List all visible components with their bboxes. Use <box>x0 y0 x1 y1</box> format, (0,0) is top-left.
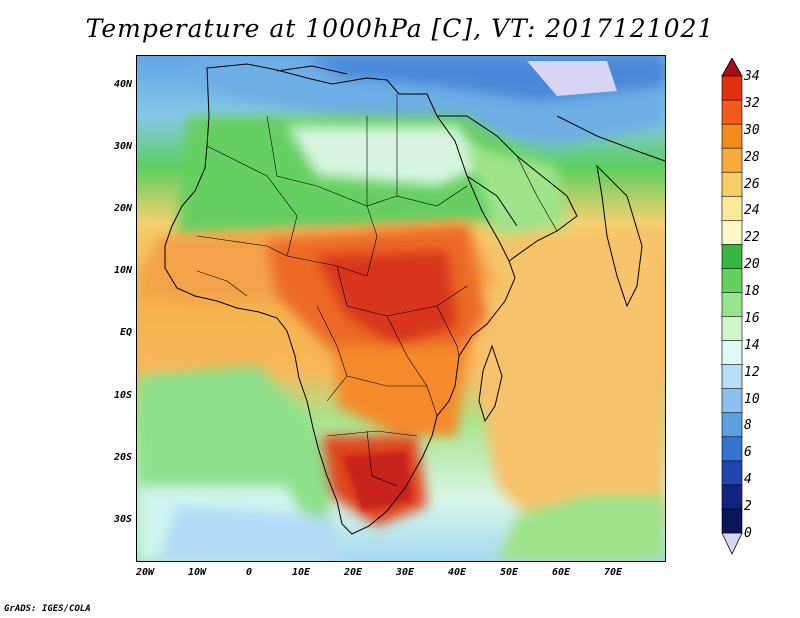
colorbar-level-label: 30 <box>744 122 760 138</box>
map-field <box>137 56 665 561</box>
lon-label-30e: 30E <box>395 567 415 578</box>
lat-label-30n: 30N <box>113 141 132 152</box>
colorbar-swatch <box>721 364 743 390</box>
colorbar-swatch <box>721 340 743 366</box>
colorbar-swatch <box>721 75 743 101</box>
south-atlantic-cold <box>157 506 347 561</box>
colorbar-swatch <box>721 436 743 462</box>
colorbar-level-label: 20 <box>744 257 760 273</box>
colorbar-level-label: 22 <box>744 230 760 246</box>
lat-label-20s: 20S <box>113 452 132 463</box>
arabia-coast <box>437 115 578 262</box>
colorbar-level-label: 18 <box>744 284 760 300</box>
colorbar-swatch <box>721 484 743 510</box>
temperature-map <box>136 55 666 562</box>
colorbar-level-label: 28 <box>744 149 760 165</box>
map-title: Temperature at 1000hPa [C], VT: 20171210… <box>85 14 715 43</box>
colorbar-level-label: 14 <box>744 337 760 353</box>
colorbar-swatch <box>721 244 743 270</box>
country-borders <box>196 94 558 487</box>
colorbar-level-label: 8 <box>744 418 752 434</box>
colorbar-swatch <box>721 292 743 318</box>
lat-label-40n: 40N <box>113 79 132 90</box>
colorbar-swatch <box>721 171 743 198</box>
colorbar-swatch <box>721 147 743 174</box>
kalahari-hot-field <box>342 451 412 511</box>
colorbar-bottom-arrow <box>721 532 743 555</box>
persia-coast <box>556 115 665 162</box>
indian-ocean-field <box>467 226 665 526</box>
coastlines <box>164 63 665 535</box>
lon-label-0: 0 <box>245 567 253 578</box>
colorbar-level-label: 0 <box>744 526 752 541</box>
colorbar-swatch <box>721 268 743 294</box>
southern-ocean-field <box>497 496 665 561</box>
madagascar-coast <box>478 344 503 423</box>
colorbar-swatch <box>721 316 743 342</box>
credit-text: GrADS: IGES/COLA <box>4 604 91 614</box>
lon-label-50e: 50E <box>499 567 519 578</box>
lon-label-10w: 10W <box>187 567 207 578</box>
central-africa-hot-field <box>317 251 457 346</box>
colorbar-level-label: 34 <box>744 69 760 84</box>
europe-coast <box>276 65 348 75</box>
colorbar-level-label: 4 <box>744 472 752 488</box>
colorbar-swatch <box>721 388 743 414</box>
lon-label-10e: 10E <box>291 567 311 578</box>
colorbar-swatch <box>721 195 743 222</box>
arabia-field <box>467 146 567 236</box>
red-sea-coast <box>466 175 518 227</box>
colorbar-swatch <box>721 508 743 534</box>
colorbar-swatch <box>721 460 743 486</box>
lat-label-10n: 10N <box>113 265 132 276</box>
india-coast <box>596 164 643 308</box>
colorbar-level-label: 16 <box>744 310 760 326</box>
lat-label-20n: 20N <box>113 203 132 214</box>
high-plateau-field <box>527 61 617 96</box>
sahara-cool-field <box>287 126 487 186</box>
lon-label-40e: 40E <box>447 567 467 578</box>
lon-label-20e: 20E <box>343 567 363 578</box>
colorbar-swatch <box>721 99 743 125</box>
colorbar-level-label: 24 <box>744 203 760 219</box>
colorbar-top-arrow <box>721 58 743 77</box>
colorbar-swatch <box>721 412 743 438</box>
lat-label-10s: 10S <box>113 390 132 401</box>
colorbar-level-label: 32 <box>744 95 760 111</box>
lat-label-30s: 30S <box>113 514 132 525</box>
lon-label-60e: 60E <box>551 567 571 578</box>
colorbar-level-label: 6 <box>744 445 752 461</box>
southern-africa-field <box>337 346 467 436</box>
lon-label-20w: 20W <box>135 567 155 578</box>
colorbar-swatch <box>721 220 743 246</box>
colorbar <box>721 58 743 555</box>
africa-coast <box>164 63 516 535</box>
lon-label-70e: 70E <box>603 567 623 578</box>
colorbar-level-label: 12 <box>744 364 760 380</box>
colorbar-level-label: 2 <box>744 499 752 515</box>
colorbar-level-label: 26 <box>744 176 760 192</box>
colorbar-level-label: 10 <box>744 391 760 407</box>
colorbar-swatch <box>721 123 743 149</box>
lat-label-eq: EQ <box>119 327 132 338</box>
